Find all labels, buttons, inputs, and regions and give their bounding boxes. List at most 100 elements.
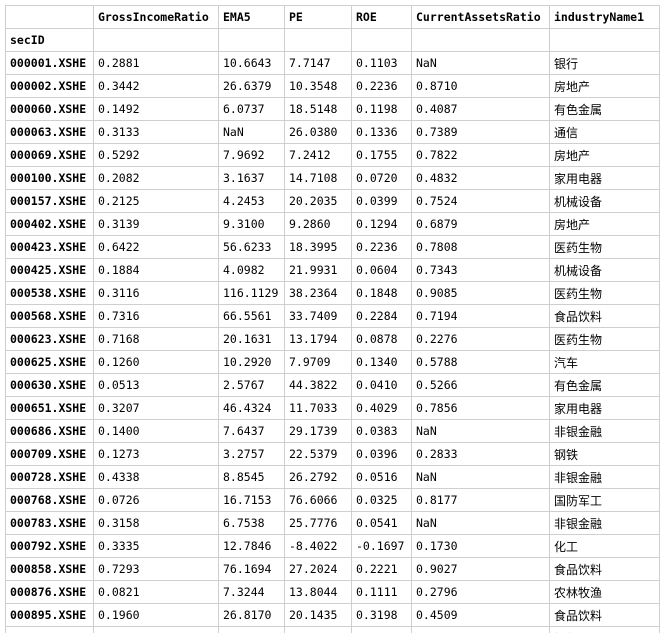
value-cell: 0.2082	[93, 166, 219, 190]
index-name-filler	[93, 28, 219, 52]
table-row: 000895.XSHE 0.1960 26.8170 20.1435 0.3198 0.4…	[5, 603, 660, 627]
industry-cell: 汽车	[549, 350, 660, 374]
value-cell: 21.9931	[284, 258, 352, 282]
value-cell: 10.3548	[284, 74, 352, 98]
value-cell: 6.0737	[218, 97, 285, 121]
industry-cell: 房地产	[549, 74, 660, 98]
value-cell: 0.3198	[351, 603, 412, 627]
value-cell: 20.1631	[218, 327, 285, 351]
value-cell: 0.1730	[411, 534, 550, 558]
value-cell: 7.2412	[284, 143, 352, 167]
row-index: 000001.XSHE	[5, 51, 94, 75]
industry-cell: 银行	[549, 626, 660, 633]
value-cell: 16.7153	[218, 488, 285, 512]
value-cell: 22.5379	[284, 442, 352, 466]
value-cell: 44.3822	[284, 373, 352, 397]
industry-cell: 房地产	[549, 143, 660, 167]
industry-cell: 医药生物	[549, 327, 660, 351]
value-cell: 0.2284	[351, 304, 412, 328]
value-cell: 33.7409	[284, 304, 352, 328]
value-cell: 20.2035	[284, 189, 352, 213]
value-cell: 0.5266	[411, 373, 550, 397]
industry-cell: 非银金融	[549, 465, 660, 489]
value-cell: 0.1848	[351, 281, 412, 305]
table-row: 000157.XSHE 0.2125 4.2453 20.2035 0.0399 0.75…	[5, 189, 660, 213]
header-corner	[5, 5, 94, 29]
column-header: PE	[284, 5, 352, 29]
value-cell: 0.3207	[93, 396, 219, 420]
value-cell: 116.1129	[218, 281, 285, 305]
value-cell: 14.7108	[284, 166, 352, 190]
value-cell	[93, 626, 219, 633]
row-index: 000538.XSHE	[5, 281, 94, 305]
value-cell: 10.2920	[218, 350, 285, 374]
index-name: secID	[5, 28, 94, 52]
row-index: 000625.XSHE	[5, 350, 94, 374]
value-cell: 0.3139	[93, 212, 219, 236]
value-cell: 0.1340	[351, 350, 412, 374]
table-row: 000768.XSHE 0.0726 16.7153 76.6066 0.0325 0.8…	[5, 488, 660, 512]
industry-cell: 农林牧渔	[549, 580, 660, 604]
table-row: 000402.XSHE 0.3139 9.3100 9.2860 0.1294 0.687…	[5, 212, 660, 236]
row-index: 000069.XSHE	[5, 143, 94, 167]
value-cell: 13.8044	[284, 580, 352, 604]
value-cell: 0.7389	[411, 120, 550, 144]
value-cell: 7.9692	[218, 143, 285, 167]
value-cell: 18.3995	[284, 235, 352, 259]
value-cell: 0.2236	[351, 235, 412, 259]
value-cell: NaN	[411, 465, 550, 489]
value-cell: 4.2453	[218, 189, 285, 213]
value-cell: 76.1694	[218, 557, 285, 581]
industry-cell: 医药生物	[549, 235, 660, 259]
value-cell: 0.0821	[93, 580, 219, 604]
value-cell: 0.3442	[93, 74, 219, 98]
table-row: 000538.XSHE 0.3116 116.1129 38.2364 0.1848 0.…	[5, 281, 660, 305]
value-cell	[411, 626, 550, 633]
value-cell: 0.7168	[93, 327, 219, 351]
industry-cell: 机械设备	[549, 189, 660, 213]
value-cell: 9.3100	[218, 212, 285, 236]
table-row: 000783.XSHE 0.3158 6.7538 25.7776 0.0541 NaN 非…	[5, 511, 660, 535]
row-index: 000630.XSHE	[5, 373, 94, 397]
value-cell: 56.6233	[218, 235, 285, 259]
value-cell: 0.1111	[351, 580, 412, 604]
value-cell: 3.2757	[218, 442, 285, 466]
value-cell: 0.2276	[411, 327, 550, 351]
industry-cell: 非银金融	[549, 419, 660, 443]
industry-cell: 国防军工	[549, 488, 660, 512]
value-cell: 0.0410	[351, 373, 412, 397]
value-cell: 66.5561	[218, 304, 285, 328]
row-index: 000423.XSHE	[5, 235, 94, 259]
index-name-filler	[549, 28, 660, 52]
row-index: 000858.XSHE	[5, 557, 94, 581]
value-cell: 0.7856	[411, 396, 550, 420]
index-name-filler	[218, 28, 285, 52]
value-cell: 0.7822	[411, 143, 550, 167]
value-cell: 0.7343	[411, 258, 550, 282]
table-header: GrossIncomeRatio EMA5 PE ROE CurrentAsse…	[5, 5, 660, 52]
value-cell: 0.4509	[411, 603, 550, 627]
value-cell: 4.0982	[218, 258, 285, 282]
value-cell: 0.7194	[411, 304, 550, 328]
value-cell: NaN	[218, 120, 285, 144]
value-cell: 7.9709	[284, 350, 352, 374]
value-cell: 13.1794	[284, 327, 352, 351]
industry-cell: 有色金属	[549, 373, 660, 397]
value-cell: 0.2125	[93, 189, 219, 213]
value-cell: 0.0878	[351, 327, 412, 351]
value-cell: 0.1400	[93, 419, 219, 443]
value-cell: 0.5788	[411, 350, 550, 374]
row-index: 000768.XSHE	[5, 488, 94, 512]
industry-cell: 机械设备	[549, 258, 660, 282]
table-row: 000100.XSHE 0.2082 3.1637 14.7108 0.0720 0.48…	[5, 166, 660, 190]
index-name-filler	[351, 28, 412, 52]
value-cell: 0.7293	[93, 557, 219, 581]
value-cell: 0.4832	[411, 166, 550, 190]
industry-cell: 化工	[549, 534, 660, 558]
row-index: 000783.XSHE	[5, 511, 94, 535]
row-index: 000792.XSHE	[5, 534, 94, 558]
value-cell: 0.0604	[351, 258, 412, 282]
value-cell: 0.3116	[93, 281, 219, 305]
industry-cell: 通信	[549, 120, 660, 144]
value-cell: 6.7538	[218, 511, 285, 535]
